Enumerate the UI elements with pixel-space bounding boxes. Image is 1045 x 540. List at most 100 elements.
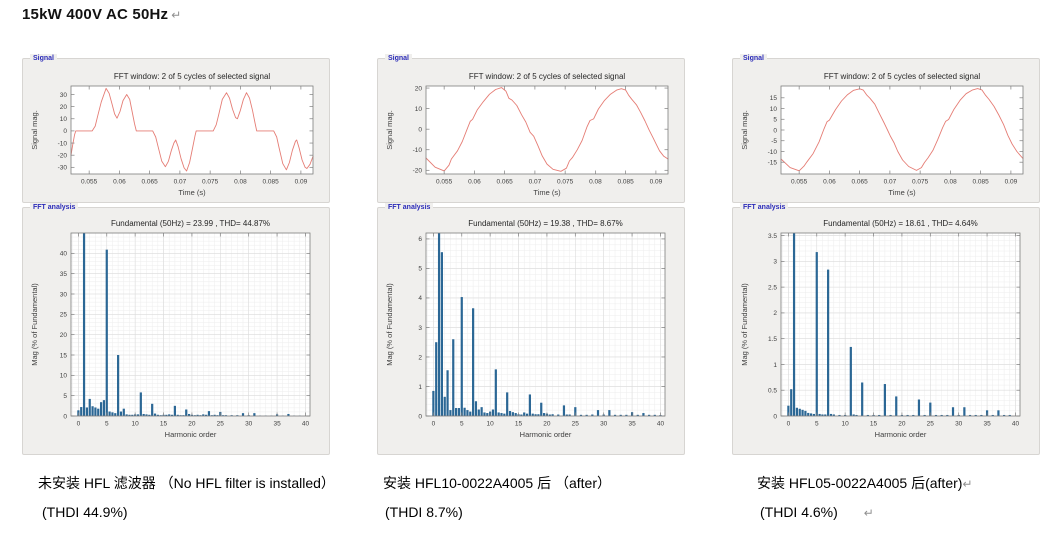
svg-text:0.085: 0.085 — [263, 179, 280, 186]
svg-text:-20: -20 — [413, 168, 423, 175]
caption-3-line-2: (THDI 4.6%) ↵ — [732, 504, 1040, 520]
svg-text:Signal mag.: Signal mag. — [30, 110, 39, 150]
svg-text:0: 0 — [432, 421, 436, 428]
svg-text:-30: -30 — [58, 165, 68, 172]
svg-text:0.065: 0.065 — [497, 179, 514, 186]
svg-text:0.06: 0.06 — [823, 179, 836, 186]
svg-text:40: 40 — [657, 421, 665, 428]
svg-text:5: 5 — [815, 421, 819, 428]
svg-text:0.06: 0.06 — [468, 179, 481, 186]
svg-text:5: 5 — [773, 117, 777, 124]
svg-text:Harmonic order: Harmonic order — [520, 430, 572, 439]
doc-title: 15kW 400V AC 50Hz ↵ — [22, 6, 182, 23]
svg-text:0: 0 — [787, 421, 791, 428]
caption-2-line-1: 安装 HFL10-0022A4005 后 （after） — [377, 473, 685, 493]
svg-text:0: 0 — [418, 413, 422, 420]
svg-text:4: 4 — [418, 295, 422, 302]
svg-text:FFT window: 2 of 5 cycles of s: FFT window: 2 of 5 cycles of selected si… — [824, 72, 981, 81]
svg-text:20: 20 — [188, 421, 196, 428]
svg-text:Harmonic order: Harmonic order — [165, 430, 217, 439]
svg-text:0.06: 0.06 — [113, 179, 126, 186]
svg-text:Mag (% of Fundamental): Mag (% of Fundamental) — [385, 283, 394, 366]
fft-panel-label-2: FFT analysis — [385, 203, 434, 212]
svg-text:0: 0 — [63, 128, 67, 135]
fft-chart-3: 0 5 10 15 20 25 30 35 40 0 0.5 1 1.5 2 2.5 3 3.5 Fundamen… — [740, 219, 1021, 439]
fft-chart-1: 0 5 10 15 20 25 30 35 40 0 5 10 15 20 25 30 35 40 Fundamen… — [30, 219, 311, 439]
svg-text:0.085: 0.085 — [618, 179, 635, 186]
svg-text:0.07: 0.07 — [529, 179, 542, 186]
svg-text:0: 0 — [63, 413, 67, 420]
fft-panel-2: FFT analysis 0 5 10 15 20 25 30 35 40 0 1 2 3 4 5 6 Fund… — [377, 203, 685, 455]
svg-text:40: 40 — [60, 251, 68, 258]
svg-text:0.065: 0.065 — [142, 179, 159, 186]
svg-text:3: 3 — [418, 325, 422, 332]
svg-text:10: 10 — [415, 106, 423, 113]
svg-text:10: 10 — [132, 421, 140, 428]
signal-chart-2: 0.055 0.06 0.065 0.07 0.075 0.08 0.085 0.09 -20 -… — [385, 72, 669, 197]
svg-text:15: 15 — [160, 421, 168, 428]
doc-title-text: 15kW 400V AC 50Hz — [22, 6, 169, 23]
svg-text:35: 35 — [983, 421, 991, 428]
fft-panel-label-3: FFT analysis — [740, 203, 789, 212]
svg-text:6: 6 — [418, 236, 422, 243]
svg-text:-10: -10 — [413, 147, 423, 154]
signal-panel-label-2: Signal — [385, 54, 413, 63]
svg-text:0: 0 — [773, 127, 777, 134]
column-no-filter: Signal 0.055 0.06 0.065 0.07 0.075 0.08 0.085 0… — [22, 54, 335, 538]
svg-text:-10: -10 — [58, 140, 68, 147]
svg-text:FFT window: 2 of 5 cycles of s: FFT window: 2 of 5 cycles of selected si… — [469, 72, 626, 81]
caption-text: 未安装 HFL 滤波器 （No HFL filter is installed） — [38, 475, 335, 491]
svg-text:0.075: 0.075 — [557, 179, 574, 186]
svg-text:Mag (% of Fundamental): Mag (% of Fundamental) — [30, 283, 39, 366]
svg-text:-15: -15 — [768, 159, 778, 166]
svg-text:2.5: 2.5 — [768, 284, 777, 291]
svg-text:0.09: 0.09 — [1005, 179, 1018, 186]
svg-text:1.5: 1.5 — [768, 336, 777, 343]
svg-text:0.08: 0.08 — [589, 179, 602, 186]
svg-text:0.08: 0.08 — [234, 179, 247, 186]
svg-text:0.075: 0.075 — [912, 179, 929, 186]
svg-text:15: 15 — [515, 421, 523, 428]
column-hfl10-filter: Signal 0.055 0.06 0.065 0.07 0.075 0.08 0.085 0… — [377, 54, 685, 538]
signal-panel-3: Signal 0.055 0.06 0.065 0.07 0.075 0.08 0.085 0… — [732, 54, 1040, 203]
svg-text:Harmonic order: Harmonic order — [875, 430, 927, 439]
svg-text:35: 35 — [273, 421, 281, 428]
svg-text:1: 1 — [418, 384, 422, 391]
svg-text:0.08: 0.08 — [944, 179, 957, 186]
svg-text:5: 5 — [460, 421, 464, 428]
column-hfl05-filter: Signal 0.055 0.06 0.065 0.07 0.075 0.08 0.085 0… — [732, 54, 1040, 538]
caption-text: 安装 HFL05-0022A4005 后(after) — [757, 475, 963, 491]
caption-2-line-2: (THDI 8.7%) — [377, 504, 685, 520]
svg-text:0.075: 0.075 — [202, 179, 219, 186]
svg-text:Time (s): Time (s) — [888, 188, 916, 197]
svg-text:0.055: 0.055 — [791, 179, 808, 186]
svg-text:FFT window: 2 of 5 cycles of s: FFT window: 2 of 5 cycles of selected si… — [114, 72, 271, 81]
svg-text:Time (s): Time (s) — [533, 188, 561, 197]
signal-panel-label-3: Signal — [740, 54, 768, 63]
svg-text:-20: -20 — [58, 152, 68, 159]
caption-text: (THDI 8.7%) — [385, 504, 463, 520]
svg-text:-10: -10 — [768, 149, 778, 156]
signal-panel-label-1: Signal — [30, 54, 58, 63]
signal-chart-3: 0.055 0.06 0.065 0.07 0.075 0.08 0.085 0.09 -15 -… — [740, 72, 1024, 197]
svg-text:30: 30 — [955, 421, 963, 428]
svg-text:15: 15 — [870, 421, 878, 428]
svg-text:20: 20 — [898, 421, 906, 428]
fft-panel-1: FFT analysis 0 5 10 15 20 25 30 35 40 0 5 10 15 20 25 3… — [22, 203, 330, 455]
caption-1-line-2: (THDI 44.9%) — [22, 504, 330, 520]
svg-text:0.07: 0.07 — [884, 179, 897, 186]
svg-text:20: 20 — [60, 332, 68, 339]
svg-text:Fundamental (50Hz) = 18.61 , T: Fundamental (50Hz) = 18.61 , THD= 4.64% — [823, 219, 978, 228]
svg-text:Mag (% of Fundamental): Mag (% of Fundamental) — [740, 283, 749, 366]
svg-text:10: 10 — [60, 116, 68, 123]
svg-text:10: 10 — [770, 106, 778, 113]
svg-text:30: 30 — [60, 92, 68, 99]
svg-text:10: 10 — [842, 421, 850, 428]
svg-text:35: 35 — [628, 421, 636, 428]
paragraph-mark-icon: ↵ — [863, 506, 874, 520]
svg-text:2: 2 — [773, 310, 777, 317]
svg-text:35: 35 — [60, 271, 68, 278]
svg-text:25: 25 — [927, 421, 935, 428]
svg-text:Time (s): Time (s) — [178, 188, 206, 197]
caption-text: 安装 HFL10-0022A4005 后 （after） — [383, 475, 611, 491]
